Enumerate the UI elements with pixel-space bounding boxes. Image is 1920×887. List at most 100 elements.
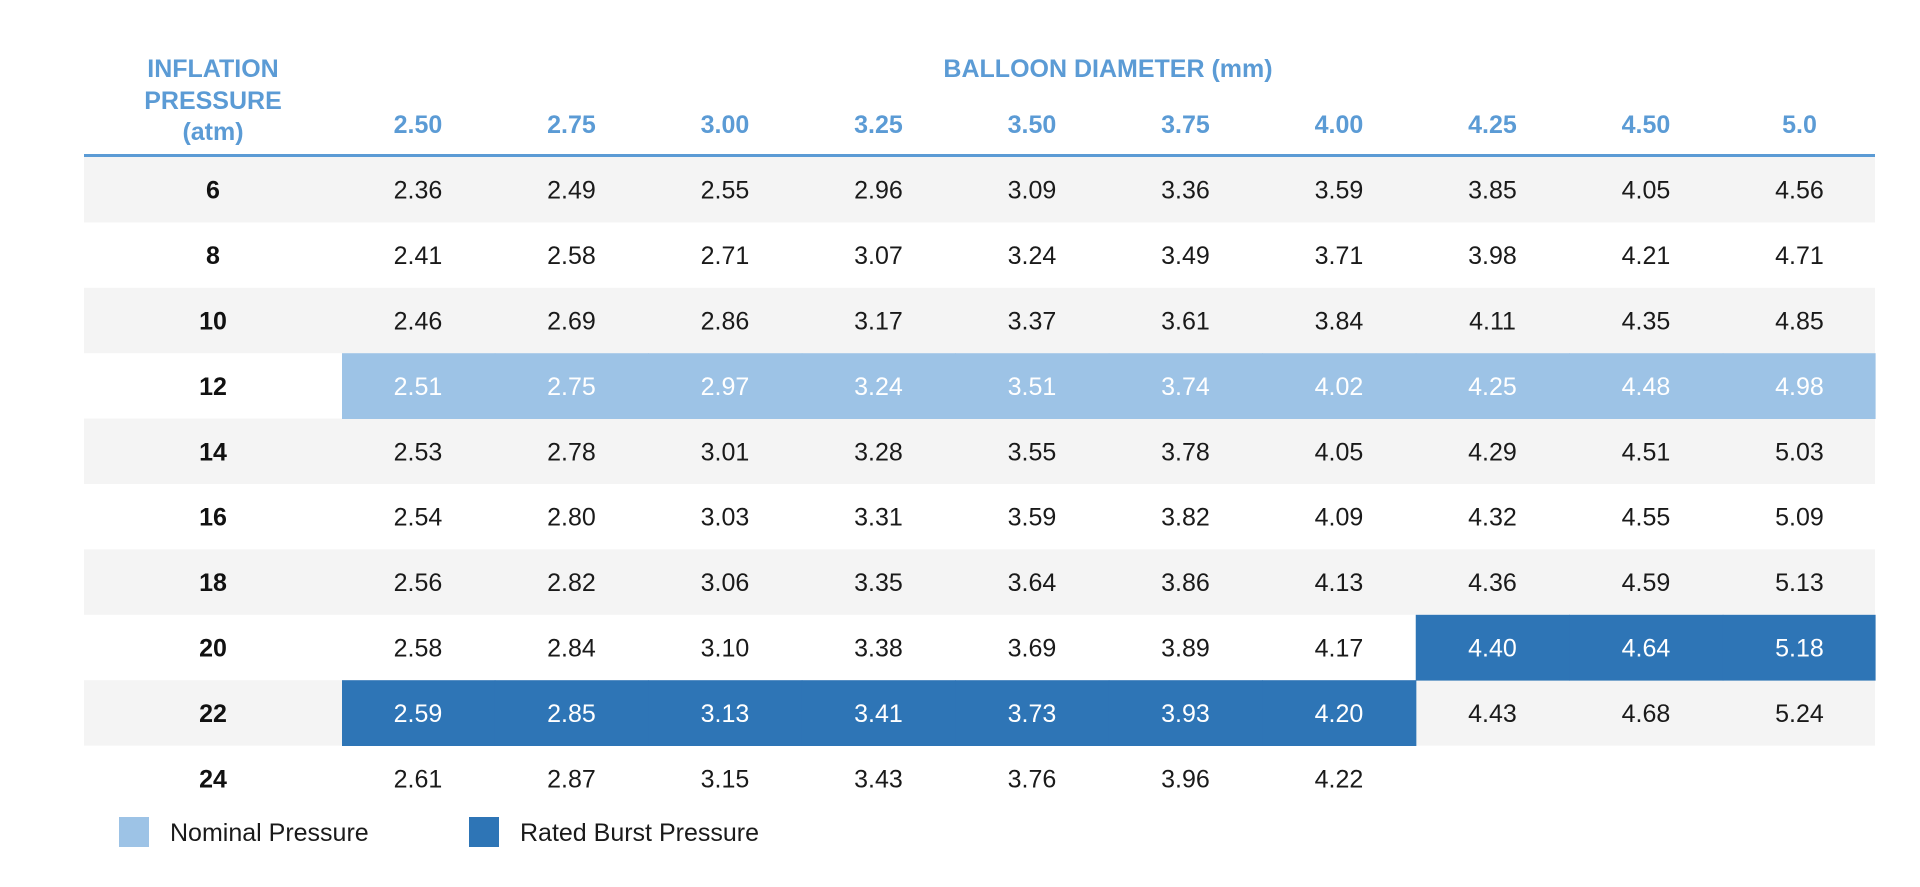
diameter-value: 3.59 [1315,177,1364,205]
diameter-value: 2.55 [701,177,750,205]
diameter-value: 2.61 [394,765,443,793]
diameter-value: 2.53 [394,438,443,466]
diameter-value: 3.74 [1161,373,1210,401]
diameter-value: 3.24 [854,373,903,401]
rated-burst-pressure-cell [494,680,649,746]
diameter-value: 5.09 [1775,504,1824,532]
diameter-value: 3.28 [854,438,903,466]
row-stripe [84,549,1875,615]
diameter-value: 2.59 [394,700,443,728]
column-header: 2.75 [547,111,596,139]
nominal-pressure-cell [1722,353,1876,419]
diameter-value: 5.13 [1775,569,1824,597]
diameter-value: 3.93 [1161,700,1210,728]
diameter-value: 2.58 [547,242,596,270]
diameter-value: 2.80 [547,504,596,532]
pressure-label: 6 [206,177,220,205]
diameter-value: 3.82 [1161,504,1210,532]
nominal-pressure-cell [955,353,1110,419]
diameter-value: 3.15 [701,765,750,793]
diameter-value: 4.05 [1622,177,1671,205]
column-header: 4.50 [1622,111,1671,139]
diameter-value: 2.82 [547,569,596,597]
diameter-value: 3.36 [1161,177,1210,205]
diameter-value: 2.41 [394,242,443,270]
diameter-value: 3.69 [1008,635,1057,663]
diameter-value: 3.10 [701,635,750,663]
diameter-value: 3.24 [1008,242,1057,270]
diameter-value: 4.32 [1468,504,1517,532]
diameter-value: 4.05 [1315,438,1364,466]
row-header-line-1: INFLATION [147,55,278,83]
diameter-value: 4.22 [1315,765,1364,793]
rated-burst-pressure-cell [801,680,956,746]
diameter-value: 4.36 [1468,569,1517,597]
diameter-value: 3.37 [1008,308,1057,336]
rated-burst-pressure-cell [1569,614,1724,681]
table-rows: 6 2.36 2.49 2.55 2.96 3.09 3.36 3.59 3.85 4.05 4.5… [199,177,1824,794]
diameter-value: 4.25 [1468,373,1517,401]
legend: Nominal Pressure Rated Burst Pressure [119,817,759,847]
diameter-value: 4.85 [1775,308,1824,336]
row-header-line-3: (atm) [182,118,243,146]
column-header: 3.25 [854,111,903,139]
diameter-value: 3.07 [854,242,903,270]
diameter-value: 4.13 [1315,569,1364,597]
diameter-value: 4.64 [1622,635,1671,663]
diameter-value: 3.13 [701,700,750,728]
row-stripe [84,157,1875,223]
diameter-value: 3.61 [1161,308,1210,336]
nominal-pressure-cell [1108,353,1263,419]
rated-burst-pressure-cell [1108,680,1263,746]
pressure-label: 18 [199,569,227,597]
column-header: 3.75 [1161,111,1210,139]
diameter-value: 3.96 [1161,765,1210,793]
rated-burst-pressure-cell [648,680,803,746]
diameter-value: 4.43 [1468,700,1517,728]
row-stripe [84,418,1875,484]
column-header: 3.50 [1008,111,1057,139]
pressure-label: 24 [199,765,227,793]
diameter-value: 4.55 [1622,504,1671,532]
diameter-value: 3.64 [1008,569,1057,597]
diameter-value: 3.17 [854,308,903,336]
diameter-value: 4.09 [1315,504,1364,532]
diameter-value: 4.40 [1468,635,1517,663]
diameter-value: 4.35 [1622,308,1671,336]
diameter-value: 5.03 [1775,438,1824,466]
diameter-value: 2.78 [547,438,596,466]
row-header-line-2: PRESSURE [144,87,282,115]
diameter-value: 4.11 [1469,308,1516,336]
diameter-value: 2.49 [547,177,596,205]
column-header: 4.00 [1315,111,1364,139]
diameter-value: 2.84 [547,635,596,663]
diameter-value: 3.35 [854,569,903,597]
diameter-value: 2.56 [394,569,443,597]
nominal-pressure-cell [494,353,649,419]
column-header: 2.50 [394,111,443,139]
diameter-value: 4.59 [1622,569,1671,597]
rated-burst-pressure-cell [955,680,1110,746]
pressure-label: 22 [199,700,227,728]
rated-burst-pressure-cell [1415,614,1570,681]
rated-burst-pressure-cell [342,680,496,746]
diameter-value: 2.69 [547,308,596,336]
legend-label-rated-burst: Rated Burst Pressure [520,819,759,847]
diameter-value: 3.85 [1468,177,1517,205]
pressure-label: 14 [199,438,227,466]
column-header: 5.0 [1782,111,1817,139]
diameter-value: 3.09 [1008,177,1057,205]
diameter-value: 2.75 [547,373,596,401]
diameter-value: 3.31 [854,504,903,532]
diameter-value: 3.98 [1468,242,1517,270]
diameter-value: 3.71 [1315,242,1364,270]
diameter-value: 4.98 [1775,373,1824,401]
nominal-pressure-cell [1415,353,1570,419]
table-header: INFLATION PRESSURE (atm) BALLOON DIAMETE… [144,55,1272,146]
column-headers: 2.50 2.75 3.00 3.25 3.50 3.75 4.00 4.25 4.50 5.0 [394,111,1817,139]
diameter-value: 2.71 [701,242,750,270]
diameter-value: 3.03 [701,504,750,532]
diameter-value: 2.96 [854,177,903,205]
pressure-label: 16 [199,504,227,532]
